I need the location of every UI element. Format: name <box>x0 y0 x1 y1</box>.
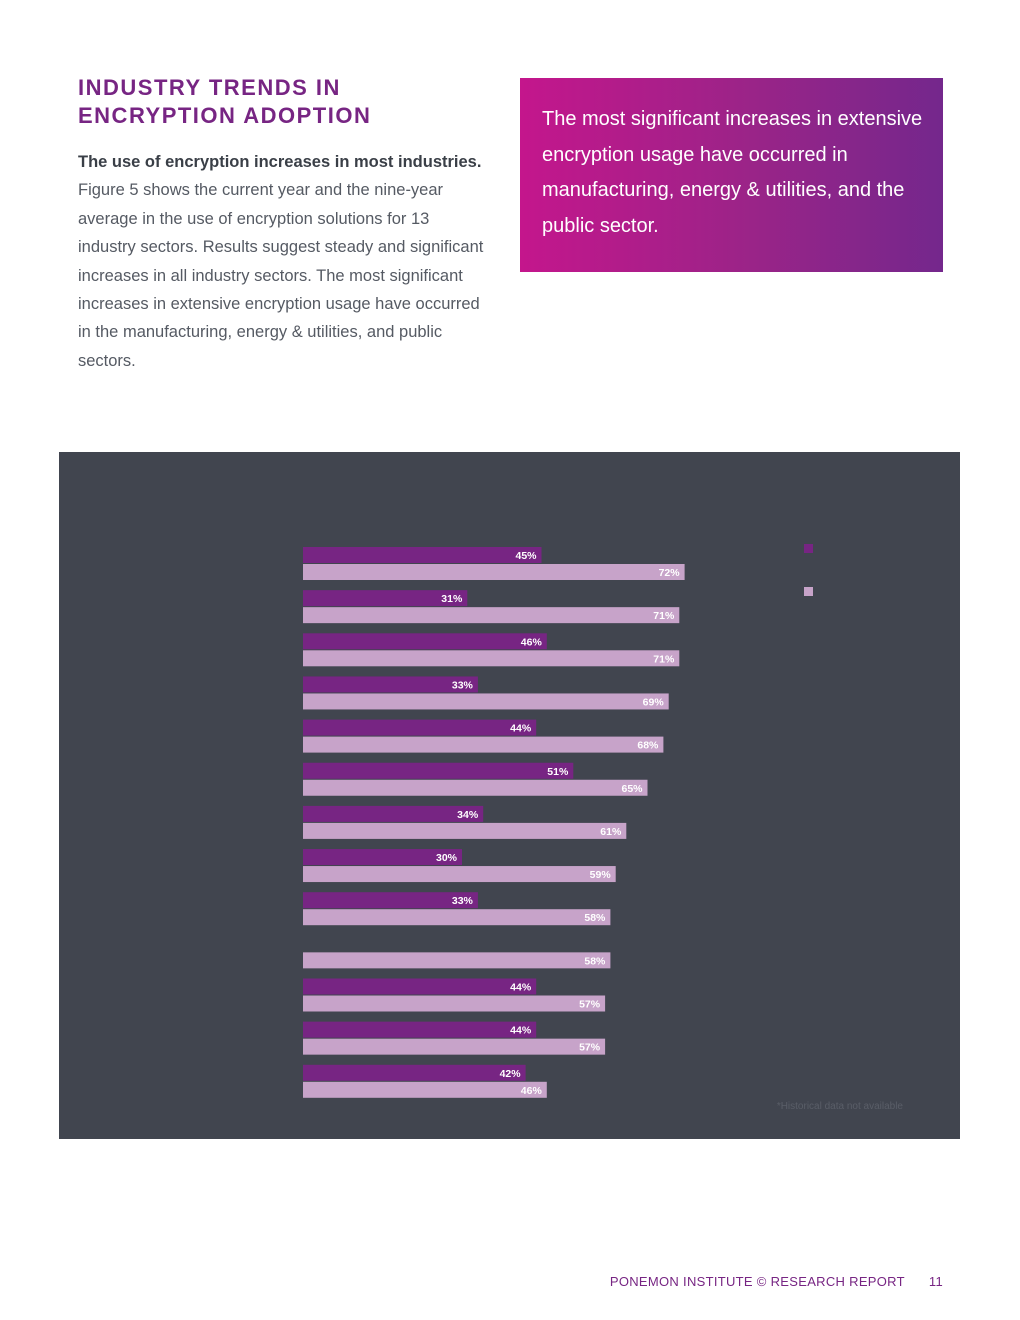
data-label-series-1: 44% <box>510 1025 532 1037</box>
bar-series-1 <box>303 805 484 822</box>
data-label-series-1: 33% <box>452 895 474 907</box>
bar-series-2 <box>303 1038 606 1055</box>
data-label-series-1: 51% <box>547 766 569 778</box>
data-label-series-2: 57% <box>579 1042 601 1054</box>
data-label-series-1: 46% <box>521 636 543 648</box>
section-heading-line-1: INDUSTRY TRENDS IN <box>78 75 341 100</box>
data-label-series-2: 58% <box>584 912 606 924</box>
page-footer: PONEMON INSTITUTE © RESEARCH REPORT 11 <box>560 1274 943 1289</box>
data-label-series-2: 71% <box>653 653 675 665</box>
data-label-series-1: 45% <box>515 550 537 562</box>
data-label-series-1: 42% <box>500 1068 522 1080</box>
bar-series-1 <box>303 762 574 779</box>
legend-swatch-series-2 <box>804 587 813 596</box>
data-label-series-1: 44% <box>510 723 532 735</box>
bar-series-2 <box>303 822 627 839</box>
bar-series-1 <box>303 590 468 607</box>
body-lead: The use of encryption increases in most … <box>78 153 482 171</box>
bar-series-1 <box>303 676 478 693</box>
data-label-series-2: 71% <box>653 610 675 622</box>
data-label-series-1: 30% <box>436 852 458 864</box>
data-label-series-2: 57% <box>579 999 601 1011</box>
bar-series-2 <box>303 1081 547 1098</box>
bar-chart: 45% 72% 31% 71% 46% 71% 33% 69% 44% 68% 51% 65% 34% 6… <box>303 544 904 1112</box>
bar-series-2 <box>303 779 648 796</box>
data-label-series-2: 58% <box>584 955 606 967</box>
bar-series-1 <box>303 1064 526 1081</box>
bar-series-2 <box>303 736 664 753</box>
bar-series-2 <box>303 564 685 580</box>
chart-footnote: *Historical data not available <box>777 1101 904 1112</box>
chart-panel: 45% 72% 31% 71% 46% 71% 33% 69% 44% 68% 51% 65% 34% 6… <box>59 452 960 1139</box>
callout-text: The most significant increases in extens… <box>542 108 923 237</box>
data-label-series-2: 46% <box>521 1085 543 1097</box>
page-number: 11 <box>928 1274 943 1289</box>
data-label-series-2: 68% <box>637 740 659 752</box>
body-paragraph: The use of encryption increases in most … <box>78 148 490 375</box>
data-label-series-2: 69% <box>643 696 665 708</box>
data-label-series-1: 34% <box>457 809 479 821</box>
data-label-series-1: 33% <box>452 679 474 691</box>
data-label-series-1: 44% <box>510 982 532 994</box>
bar-series-1 <box>303 633 547 650</box>
bar-series-2 <box>303 909 611 926</box>
bar-series-1 <box>303 719 537 736</box>
bar-series-2 <box>303 952 611 969</box>
data-label-series-2: 65% <box>621 783 643 795</box>
bar-series-2 <box>303 607 680 624</box>
section-heading-line-2: ENCRYPTION ADOPTION <box>78 103 372 128</box>
legend-swatch-series-1 <box>804 544 813 553</box>
data-label-series-2: 59% <box>590 869 612 881</box>
data-label-series-2: 61% <box>600 826 622 838</box>
bar-series-2 <box>303 995 606 1012</box>
bar-series-1 <box>303 849 462 866</box>
bar-series-1 <box>303 1021 537 1038</box>
data-label-series-2: 72% <box>659 567 681 579</box>
callout-box: The most significant increases in extens… <box>520 78 943 272</box>
data-label-series-1: 31% <box>441 593 463 605</box>
section-heading: INDUSTRY TRENDS IN ENCRYPTION ADOPTION <box>78 74 498 130</box>
body-text: Figure 5 shows the current year and the … <box>78 181 484 370</box>
bar-series-2 <box>303 866 616 883</box>
footer-label: PONEMON INSTITUTE © RESEARCH REPORT <box>609 1274 905 1289</box>
bar-series-2 <box>303 693 669 710</box>
bar-series-1 <box>303 978 537 995</box>
bar-series-1 <box>303 892 478 909</box>
bar-series-2 <box>303 650 680 667</box>
bar-series-1 <box>303 547 542 563</box>
